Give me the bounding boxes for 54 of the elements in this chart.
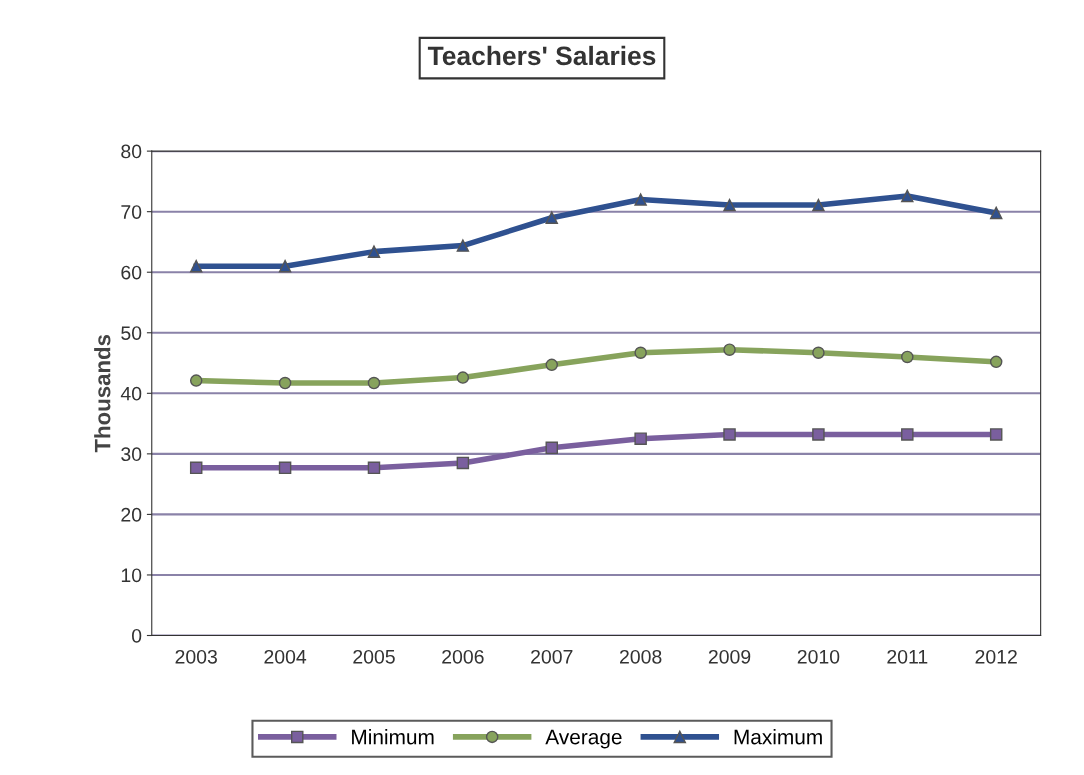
point — [456, 371, 470, 384]
point — [634, 346, 647, 359]
point — [989, 206, 1003, 220]
legend-label: Maximum — [734, 729, 822, 745]
point — [901, 428, 914, 441]
legend-label: Minimum — [352, 729, 434, 745]
point — [634, 432, 647, 445]
x-tick-label: 2008 — [620, 649, 662, 664]
y-tick-label: 0 — [131, 628, 142, 643]
point — [367, 245, 381, 258]
legend-label: Average — [545, 729, 622, 749]
x-tick-label: 2010 — [797, 649, 840, 664]
x-tick-label: 2009 — [708, 649, 751, 664]
y-tick-label: 70 — [121, 205, 142, 219]
point — [189, 461, 203, 475]
y-tick-label: 80 — [121, 144, 142, 159]
x-tick-label: 2012 — [975, 649, 1017, 664]
point — [545, 358, 559, 372]
x-tick-label: 2006 — [442, 649, 484, 664]
point — [901, 189, 914, 203]
chart-title: Teachers' Salaries — [427, 45, 656, 66]
x-tick-label: 2005 — [353, 649, 395, 664]
y-tick-label: 50 — [121, 326, 142, 340]
point — [189, 259, 203, 273]
point — [989, 355, 1003, 369]
point — [723, 198, 736, 212]
point — [634, 193, 647, 206]
point — [367, 376, 381, 390]
y-tick-label: 20 — [121, 507, 142, 522]
point — [189, 374, 203, 387]
x-tick-label: 2004 — [264, 649, 307, 664]
point — [812, 346, 825, 359]
point — [545, 441, 559, 455]
point — [812, 198, 825, 212]
point — [723, 343, 736, 356]
point — [989, 428, 1003, 441]
point — [456, 456, 470, 470]
y-tick-label: 40 — [120, 386, 142, 401]
point — [278, 376, 292, 390]
point — [901, 350, 914, 364]
y-tick-label: 30 — [121, 447, 142, 462]
point — [367, 461, 381, 475]
y-tick-label: 10 — [121, 568, 142, 583]
point — [456, 239, 470, 252]
point — [278, 259, 292, 273]
y-axis-title: Thousands — [94, 334, 111, 453]
x-tick-label: 2011 — [887, 649, 928, 664]
y-tick-label: 60 — [121, 265, 142, 280]
x-tick-label: 2007 — [531, 649, 573, 664]
point — [545, 211, 559, 224]
point — [723, 428, 736, 441]
x-tick-label: 2003 — [175, 649, 217, 664]
point — [812, 428, 825, 441]
point — [278, 461, 292, 475]
